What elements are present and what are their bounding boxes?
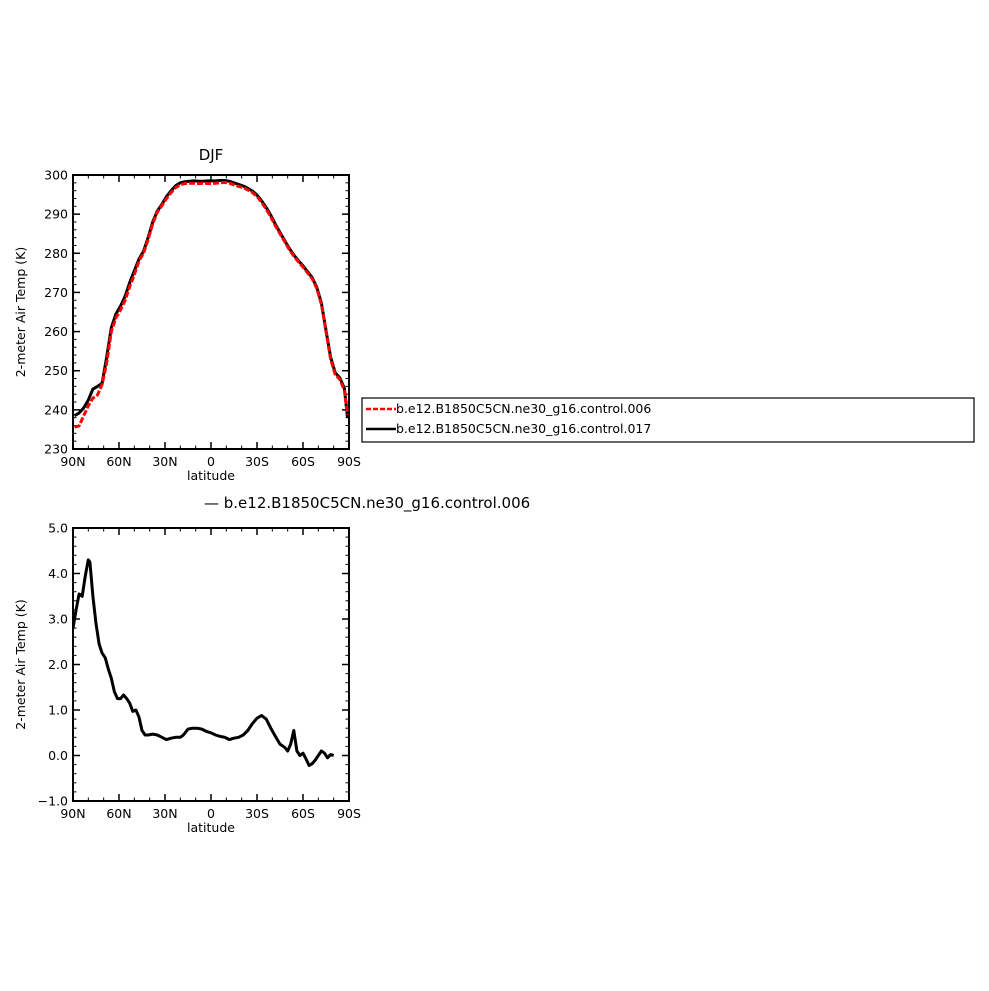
y-axis-label: 2-meter Air Temp (K) xyxy=(13,599,28,729)
y-tick-label: 290 xyxy=(44,207,68,222)
x-tick-label: 90S xyxy=(337,454,361,469)
diff-legend-label: — b.e12.B1850C5CN.ne30_g16.control.006 xyxy=(204,494,530,513)
x-axis-label: latitude xyxy=(187,820,235,835)
x-axis-label: latitude xyxy=(187,468,235,483)
legend-label-006: b.e12.B1850C5CN.ne30_g16.control.006 xyxy=(396,401,651,416)
temperature-chart: 90N 60N 30N 0 30S 60S 90S 230 240 250 260 270 280 290… xyxy=(13,146,361,483)
y-axis-label: 2-meter Air Temp (K) xyxy=(13,247,28,377)
y-tick-label: 5.0 xyxy=(48,521,68,536)
y-tick-label: 0.0 xyxy=(48,748,68,763)
legend-frame xyxy=(361,397,975,443)
y-tick-label: 280 xyxy=(44,246,68,261)
series-line-b-e12-b1850c5cn-ne30-g16-control-006 xyxy=(73,558,335,767)
x-tick-label: 90N xyxy=(60,454,85,469)
y-tick-label: 230 xyxy=(44,442,68,457)
x-tick-label: 0 xyxy=(207,454,215,469)
y-tick-label: 3.0 xyxy=(48,612,68,627)
y-tick-label: 250 xyxy=(44,363,68,378)
y-tick-label: 4.0 xyxy=(48,566,68,581)
y-tick-label: 260 xyxy=(44,324,68,339)
x-tick-label: 90N xyxy=(60,806,85,821)
x-tick-label: 0 xyxy=(207,806,215,821)
x-tick-label: 60N xyxy=(106,806,131,821)
x-tick-label: 60S xyxy=(291,454,315,469)
y-tick-label: 240 xyxy=(44,402,68,417)
difference-chart: 90N 60N 30N 0 30S 60S 90S −1.0 0.0 1.0 2.0 3.0 4.0 5.… xyxy=(13,521,361,836)
series-line-b-e12-b1850c5cn-ne30-g16-control-006 xyxy=(74,180,349,429)
legend-box: b.e12.B1850C5CN.ne30_g16.control.006 b.e… xyxy=(361,397,975,443)
legend-label-017: b.e12.B1850C5CN.ne30_g16.control.017 xyxy=(396,421,651,436)
y-tick-label: 270 xyxy=(44,285,68,300)
plot-frame xyxy=(72,174,350,450)
x-tick-label: 30N xyxy=(152,454,177,469)
y-tick-label: 300 xyxy=(44,168,68,183)
x-tick-label: 30S xyxy=(245,454,269,469)
chart-title: DJF xyxy=(199,146,224,164)
x-tick-label: 30S xyxy=(245,806,269,821)
y-tick-label: −1.0 xyxy=(38,794,68,809)
y-tick-label: 2.0 xyxy=(48,657,68,672)
x-tick-label: 60N xyxy=(106,454,131,469)
y-tick-label: 1.0 xyxy=(48,703,68,718)
series-line-b-e12-b1850c5cn-ne30-g16-control-017 xyxy=(73,179,349,418)
x-tick-label: 30N xyxy=(152,806,177,821)
x-tick-label: 90S xyxy=(337,806,361,821)
x-tick-label: 60S xyxy=(291,806,315,821)
